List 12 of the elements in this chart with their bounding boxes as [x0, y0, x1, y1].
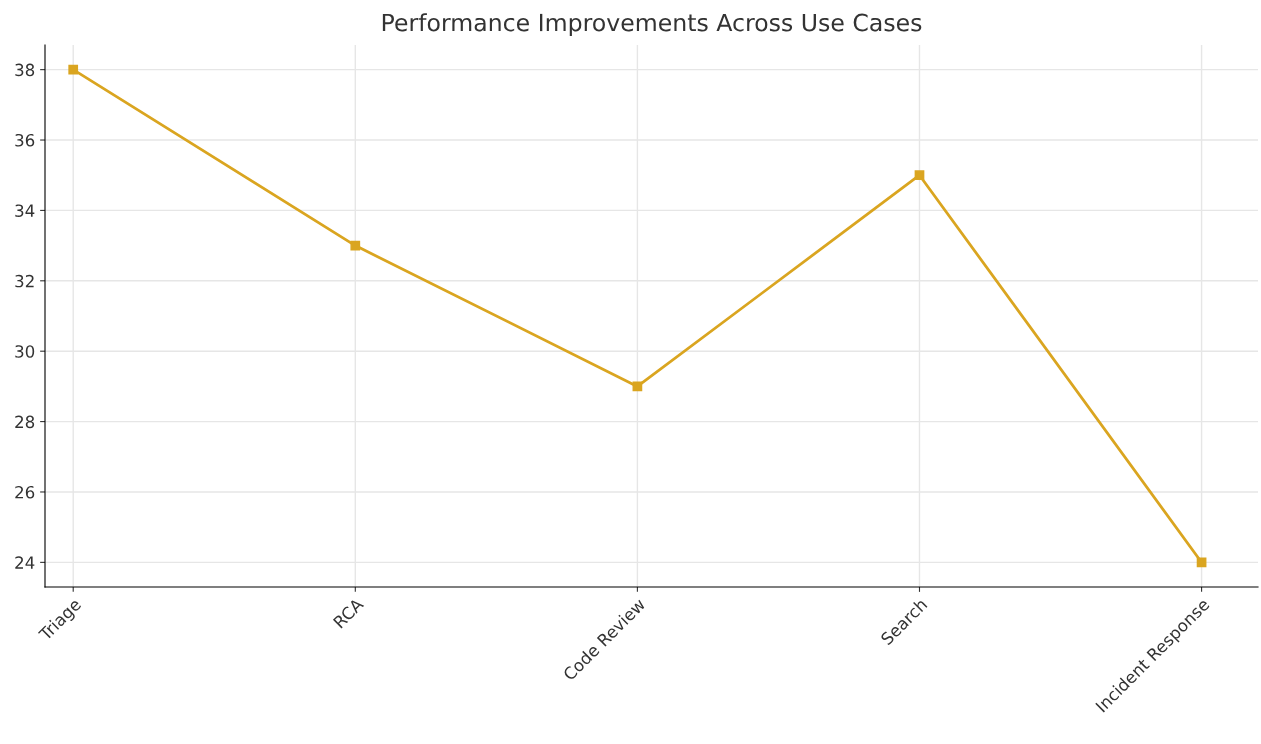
- point: [914, 170, 925, 181]
- y-tick-label: 26: [15, 485, 35, 499]
- y-tick-label: 32: [15, 274, 34, 288]
- y-tick-label: 28: [15, 415, 35, 429]
- y-tick-label: 24: [15, 556, 35, 569]
- point: [350, 240, 361, 251]
- y-tick-label: 36: [15, 133, 35, 147]
- point: [68, 64, 79, 75]
- y-tick-label: 38: [15, 63, 35, 77]
- y-tick-label: 34: [15, 204, 35, 217]
- y-tick-label: 30: [15, 345, 35, 358]
- chart-title: Performance Improvements Across Use Cases: [382, 13, 922, 37]
